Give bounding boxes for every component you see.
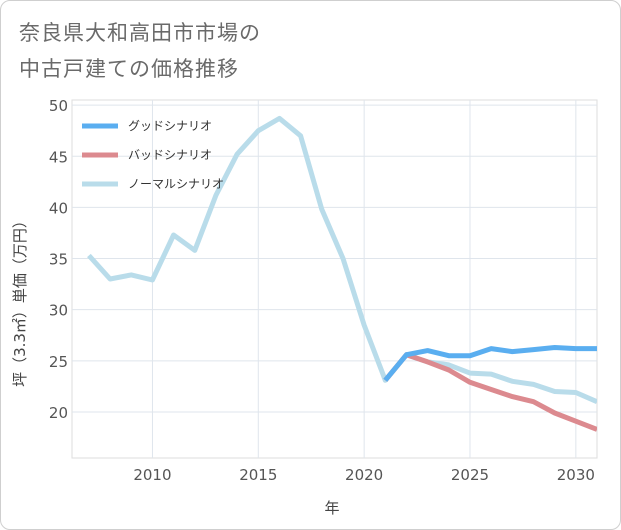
y-tick-label: 25 [49, 353, 68, 371]
chart-title-line2: 中古戸建ての価格推移 [19, 57, 239, 81]
y-axis-ticks: 20 25 30 35 40 45 50 [49, 97, 68, 422]
y-tick-label: 45 [49, 148, 68, 166]
chart-title: 奈良県大和高田市市場の 中古戸建ての価格推移 [19, 15, 439, 87]
y-tick-label: 40 [49, 199, 68, 217]
legend-label: ノーマルシナリオ [128, 177, 224, 191]
x-axis-label: 年 [324, 499, 339, 517]
x-tick-label: 2010 [133, 466, 171, 484]
y-tick-label: 20 [49, 404, 68, 422]
x-tick-label: 2030 [557, 466, 595, 484]
chart-title-line1: 奈良県大和高田市市場の [19, 21, 261, 45]
y-axis-label: 坪（3.3㎡）単価（万円） [11, 213, 29, 387]
grid [72, 100, 597, 458]
series-line-bad [383, 352, 597, 432]
series-lines [87, 115, 597, 432]
x-tick-label: 2025 [451, 466, 489, 484]
y-tick-label: 50 [49, 97, 68, 115]
y-tick-label: 30 [49, 302, 68, 320]
series-line-normal [87, 115, 597, 404]
x-tick-label: 2015 [239, 466, 277, 484]
x-tick-label: 2020 [345, 466, 383, 484]
legend-label: グッドシナリオ [128, 119, 212, 133]
legend-label: バッドシナリオ [128, 148, 212, 162]
y-tick-label: 35 [49, 251, 68, 269]
plot-area [71, 99, 598, 459]
x-axis-ticks: 2010 2015 2020 2025 2030 [133, 466, 595, 484]
series-line-good [383, 345, 597, 382]
